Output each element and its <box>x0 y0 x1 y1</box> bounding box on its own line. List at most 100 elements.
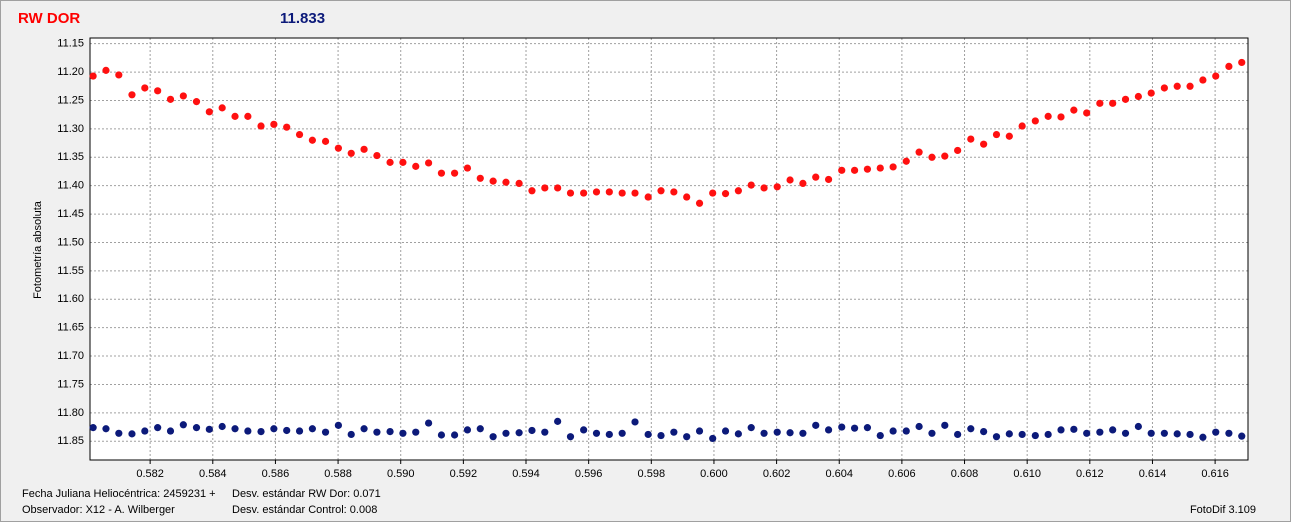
y-tick-label: 11.25 <box>57 94 84 106</box>
data-point <box>386 428 394 436</box>
data-point <box>283 123 291 131</box>
data-point <box>709 434 717 443</box>
data-point <box>566 433 575 441</box>
data-point <box>1186 430 1194 439</box>
plot-border <box>89 37 1249 461</box>
y-tick-label: 11.45 <box>57 208 84 220</box>
data-point <box>734 187 742 195</box>
data-point <box>412 428 420 436</box>
y-tick-label: 11.30 <box>57 123 84 135</box>
data-point <box>128 91 136 99</box>
data-point <box>605 430 613 439</box>
data-point <box>386 158 394 166</box>
data-point <box>295 130 304 139</box>
data-point <box>1083 109 1091 117</box>
data-point <box>786 429 794 437</box>
data-point <box>102 425 110 433</box>
data-point <box>695 427 704 435</box>
data-point <box>450 169 459 177</box>
data-point <box>1018 122 1026 130</box>
data-point <box>941 421 949 429</box>
y-axis-label: Fotometría absoluta <box>32 200 44 299</box>
data-point <box>1134 92 1142 101</box>
data-point <box>89 424 97 432</box>
data-point <box>528 187 536 195</box>
data-point <box>154 87 162 95</box>
data-point <box>373 428 381 436</box>
data-point <box>631 418 639 426</box>
data-point <box>1147 429 1155 437</box>
data-point <box>437 169 446 177</box>
data-point <box>1044 112 1052 120</box>
data-point <box>1121 429 1130 437</box>
data-point <box>554 184 562 192</box>
data-point <box>192 98 201 106</box>
data-point <box>1199 433 1207 441</box>
data-point <box>618 429 626 437</box>
data-point <box>799 179 807 187</box>
data-point <box>141 84 149 92</box>
x-tick-label: 0.592 <box>450 468 478 480</box>
data-point <box>618 189 626 197</box>
data-point <box>218 104 226 112</box>
plot-area <box>90 38 1248 460</box>
footer-note: Observador: X12 - A. Wilberger <box>22 504 175 516</box>
data-point <box>721 427 730 435</box>
data-point <box>334 144 342 152</box>
data-point <box>773 183 781 191</box>
y-tick-label: 11.50 <box>57 236 84 248</box>
data-point <box>786 176 794 184</box>
data-point <box>102 66 110 74</box>
data-point <box>928 429 936 437</box>
data-point <box>992 130 1001 139</box>
data-point <box>915 422 923 431</box>
data-point <box>166 95 175 103</box>
x-tick-label: 0.610 <box>1013 468 1041 480</box>
data-point <box>360 145 368 153</box>
data-point <box>928 153 936 161</box>
y-tick-label: 11.80 <box>57 407 84 419</box>
data-point <box>515 179 523 187</box>
x-tick-label: 0.602 <box>763 468 791 480</box>
data-point <box>683 433 691 441</box>
data-point <box>1134 422 1142 431</box>
data-point <box>605 188 613 196</box>
y-tick-label: 11.70 <box>57 350 84 362</box>
data-point <box>1083 429 1091 437</box>
y-tick-label: 11.40 <box>57 180 84 192</box>
data-point <box>838 423 846 431</box>
x-tick-label: 0.608 <box>951 468 979 480</box>
x-tick-label: 0.598 <box>638 468 666 480</box>
data-point <box>580 426 588 434</box>
data-point <box>799 429 807 437</box>
data-point <box>515 429 523 437</box>
data-point <box>1160 84 1168 92</box>
data-point <box>541 184 549 192</box>
data-point <box>760 184 768 192</box>
data-point <box>89 72 97 80</box>
data-point <box>270 120 278 128</box>
data-point <box>321 428 330 436</box>
footer-note: FotoDif 3.109 <box>1190 504 1256 516</box>
data-point <box>850 166 859 174</box>
y-tick-label: 11.35 <box>57 151 84 163</box>
x-tick-label: 0.584 <box>199 468 227 480</box>
x-tick-label: 0.606 <box>888 468 916 480</box>
data-point <box>141 427 149 435</box>
data-point <box>502 429 510 437</box>
data-point <box>967 425 975 433</box>
data-point <box>347 149 355 157</box>
data-point <box>1186 82 1194 90</box>
data-point <box>192 424 201 432</box>
data-point <box>257 428 265 436</box>
data-point <box>115 429 123 437</box>
data-point <box>244 112 252 120</box>
data-point <box>980 140 988 148</box>
data-point <box>1173 82 1181 90</box>
data-point <box>876 431 884 440</box>
data-point <box>580 189 588 197</box>
data-point <box>399 158 407 166</box>
data-point <box>1212 428 1220 436</box>
data-point <box>695 199 704 207</box>
